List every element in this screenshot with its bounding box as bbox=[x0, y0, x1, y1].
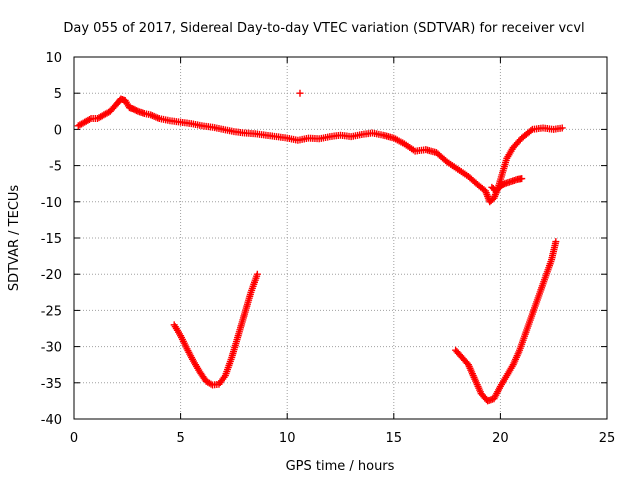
data-point bbox=[253, 270, 261, 278]
y-tick-label: -40 bbox=[41, 413, 62, 428]
x-tick-label: 5 bbox=[176, 431, 184, 446]
y-tick-label: 5 bbox=[54, 87, 62, 102]
y-tick-label: -35 bbox=[41, 377, 62, 392]
y-tick-label: -25 bbox=[41, 304, 62, 319]
data-point bbox=[552, 238, 560, 246]
y-tick-label: -15 bbox=[41, 232, 62, 247]
y-tick-label: -30 bbox=[41, 341, 62, 356]
y-tick-label: -20 bbox=[41, 268, 62, 283]
data-point bbox=[85, 115, 93, 123]
x-tick-label: 15 bbox=[386, 431, 403, 446]
y-tick-label: -10 bbox=[41, 196, 62, 211]
grid bbox=[74, 57, 607, 419]
chart-title: Day 055 of 2017, Sidereal Day-to-day VTE… bbox=[63, 21, 584, 36]
y-tick-label: -5 bbox=[49, 160, 62, 175]
y-tick-label: 0 bbox=[54, 123, 62, 138]
y-tick-label: 10 bbox=[45, 51, 62, 66]
y-axis-ticks: 10 5 0 -5 -10 -15 -20 -25 -30 -35 -40 bbox=[41, 51, 607, 428]
series-outlier bbox=[296, 89, 304, 97]
data-point bbox=[558, 124, 566, 132]
x-axis-ticks: 0 5 10 15 20 25 bbox=[70, 57, 615, 446]
data-point bbox=[518, 175, 526, 183]
x-tick-label: 25 bbox=[599, 431, 616, 446]
data-points bbox=[74, 89, 566, 405]
series-excursion-2 bbox=[452, 238, 560, 405]
y-axis-label: SDTVAR / TECUs bbox=[7, 185, 22, 292]
series-main-track bbox=[74, 95, 566, 206]
x-axis-label: GPS time / hours bbox=[286, 459, 395, 474]
data-point bbox=[527, 127, 535, 135]
data-point bbox=[296, 89, 304, 97]
x-tick-label: 10 bbox=[279, 431, 296, 446]
x-tick-label: 20 bbox=[492, 431, 509, 446]
series-excursion-1 bbox=[170, 270, 261, 389]
x-tick-label: 0 bbox=[70, 431, 78, 446]
plot-frame bbox=[73, 56, 608, 420]
series-branch-track bbox=[488, 175, 526, 195]
